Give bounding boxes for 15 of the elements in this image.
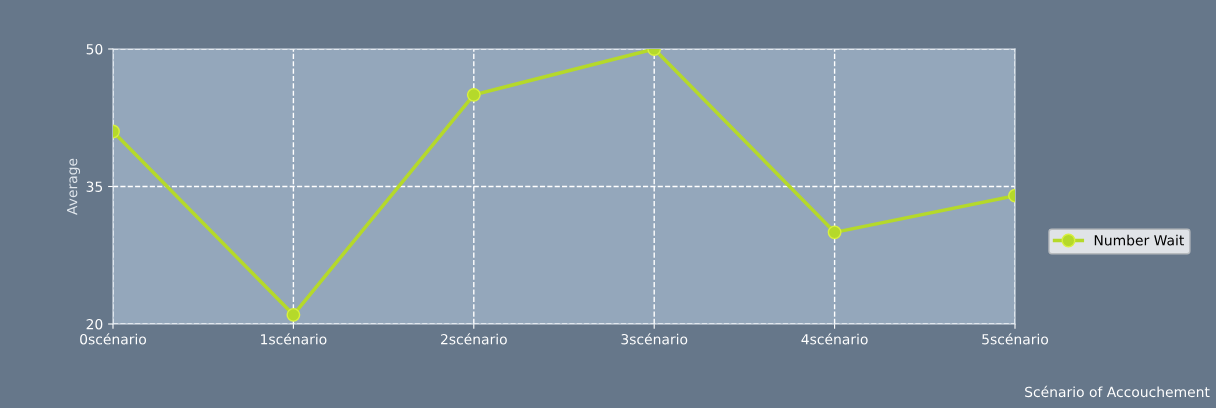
point [286,307,301,322]
legend-label: Number Wait [1094,234,1184,246]
y-tick-label: 35 [86,181,103,192]
x-tick-label: 2scénario [441,333,507,345]
x-tick-label: 5scénario [982,333,1049,345]
y-tick-label: 50 [86,43,103,55]
y-tick-label: 20 [86,318,103,330]
line-series [113,49,1015,322]
x-tick-label: 4scénario [801,333,868,345]
x-tick-label: 0scénario [80,333,147,345]
point [466,87,481,102]
y-axis-title: Average [67,158,81,215]
x-axis-title: Scénario of Accouchement [1025,385,1210,398]
x-tick-label: 1scénario [261,333,327,345]
x-tick-label: 3scénario [621,333,688,345]
